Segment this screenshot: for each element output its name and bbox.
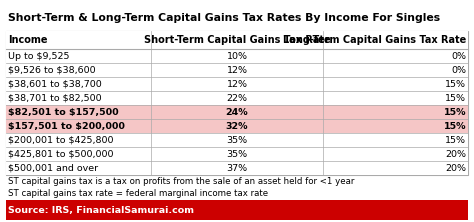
Text: \$9,526 to \$38,600: \$9,526 to \$38,600 — [8, 66, 96, 75]
Text: 20%: 20% — [445, 164, 466, 173]
Text: Up to \$9,525: Up to \$9,525 — [8, 52, 70, 61]
Text: \$82,501 to \$157,500: \$82,501 to \$157,500 — [8, 108, 118, 117]
Text: 35%: 35% — [227, 150, 247, 159]
Text: Short-Term & Long-Term Capital Gains Tax Rates By Income For Singles: Short-Term & Long-Term Capital Gains Tax… — [8, 13, 440, 23]
Text: 37%: 37% — [227, 164, 247, 173]
Text: ST capital gains tax is a tax on profits from the sale of an asset held for <1 y: ST capital gains tax is a tax on profits… — [8, 177, 355, 186]
Text: \$425,801 to \$500,000: \$425,801 to \$500,000 — [8, 150, 114, 159]
Text: ST capital gains tax rate = federal marginal income tax rate: ST capital gains tax rate = federal marg… — [8, 189, 268, 198]
Text: Income: Income — [8, 35, 47, 45]
Text: \$200,001 to \$425,800: \$200,001 to \$425,800 — [8, 136, 114, 145]
Text: 15%: 15% — [445, 94, 466, 103]
Text: 0%: 0% — [451, 52, 466, 61]
Text: 22%: 22% — [227, 94, 247, 103]
Text: 15%: 15% — [445, 80, 466, 89]
Text: 24%: 24% — [226, 108, 248, 117]
Text: Long-Term Capital Gains Tax Rate: Long-Term Capital Gains Tax Rate — [283, 35, 466, 45]
Text: 12%: 12% — [227, 80, 247, 89]
Text: \$157,501 to \$200,000: \$157,501 to \$200,000 — [8, 122, 125, 131]
Text: \$38,701 to \$82,500: \$38,701 to \$82,500 — [8, 94, 102, 103]
Text: \$38,601 to \$38,700: \$38,601 to \$38,700 — [8, 80, 102, 89]
Text: \$500,001 and over: \$500,001 and over — [8, 164, 98, 173]
Text: 35%: 35% — [227, 136, 247, 145]
Text: 32%: 32% — [226, 122, 248, 131]
Text: 0%: 0% — [451, 66, 466, 75]
Text: 15%: 15% — [444, 108, 466, 117]
Text: 12%: 12% — [227, 66, 247, 75]
Text: 10%: 10% — [227, 52, 247, 61]
Text: Source: IRS, FinancialSamurai.com: Source: IRS, FinancialSamurai.com — [8, 206, 194, 214]
Text: 15%: 15% — [444, 122, 466, 131]
Text: 20%: 20% — [445, 150, 466, 159]
Text: Short-Term Capital Gains Tax Rate: Short-Term Capital Gains Tax Rate — [144, 35, 330, 45]
Text: 15%: 15% — [445, 136, 466, 145]
